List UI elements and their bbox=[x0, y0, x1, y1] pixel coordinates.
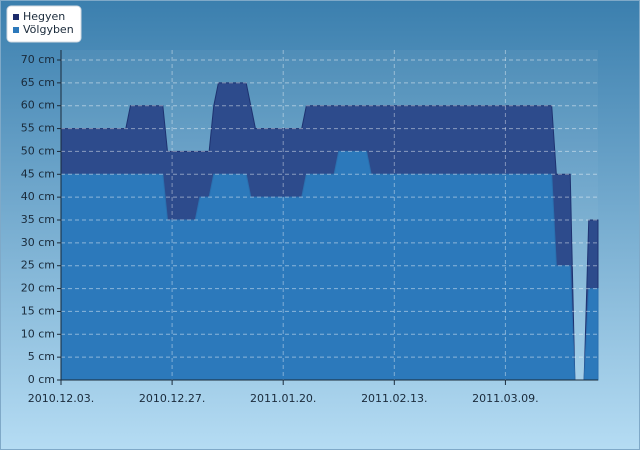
y-tick-label: 25 cm bbox=[21, 259, 55, 272]
y-tick-label: 5 cm bbox=[28, 350, 55, 363]
x-tick-label: 2011.03.09. bbox=[472, 392, 538, 405]
x-tick-label: 2011.02.13. bbox=[361, 392, 427, 405]
x-tick-label: 2010.12.03. bbox=[28, 392, 94, 405]
y-tick-label: 55 cm bbox=[21, 122, 55, 135]
legend-swatch bbox=[13, 14, 19, 20]
legend-label: Völgyben bbox=[23, 23, 74, 36]
y-tick-label: 35 cm bbox=[21, 213, 55, 226]
y-tick-label: 60 cm bbox=[21, 99, 55, 112]
legend-swatch bbox=[13, 27, 19, 33]
area bbox=[60, 150, 599, 381]
x-tick-label: 2010.12.27. bbox=[139, 392, 205, 405]
y-tick-label: 20 cm bbox=[21, 282, 55, 295]
y-tick-label: 40 cm bbox=[21, 190, 55, 203]
legend-box bbox=[6, 5, 82, 43]
y-tick-label: 15 cm bbox=[21, 304, 55, 317]
y-tick-label: 45 cm bbox=[21, 167, 55, 180]
y-tick-label: 30 cm bbox=[21, 236, 55, 249]
y-tick-label: 65 cm bbox=[21, 76, 55, 89]
y-tick-label: 70 cm bbox=[21, 53, 55, 66]
y-tick-label: 10 cm bbox=[21, 327, 55, 340]
y-tick-label: 50 cm bbox=[21, 144, 55, 157]
y-tick-label: 0 cm bbox=[28, 373, 55, 386]
x-tick-label: 2011.01.20. bbox=[250, 392, 316, 405]
legend-label: Hegyen bbox=[23, 10, 65, 23]
